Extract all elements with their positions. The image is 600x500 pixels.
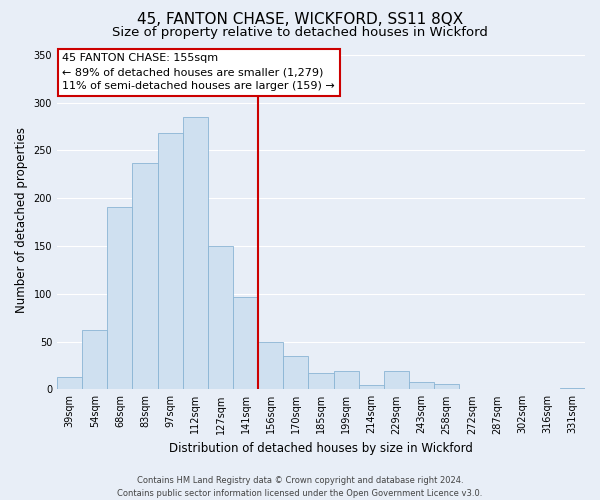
- Bar: [334, 371, 359, 390]
- Bar: [233, 296, 258, 390]
- Text: 45 FANTON CHASE: 155sqm
← 89% of detached houses are smaller (1,279)
11% of semi: 45 FANTON CHASE: 155sqm ← 89% of detache…: [62, 54, 335, 92]
- Bar: [258, 342, 283, 390]
- Bar: [434, 384, 459, 390]
- Bar: [283, 356, 308, 390]
- Text: Contains HM Land Registry data © Crown copyright and database right 2024.
Contai: Contains HM Land Registry data © Crown c…: [118, 476, 482, 498]
- Bar: [560, 388, 585, 390]
- Bar: [57, 377, 82, 390]
- Bar: [133, 163, 158, 390]
- Text: 45, FANTON CHASE, WICKFORD, SS11 8QX: 45, FANTON CHASE, WICKFORD, SS11 8QX: [137, 12, 463, 28]
- Bar: [384, 371, 409, 390]
- Bar: [308, 373, 334, 390]
- Bar: [409, 382, 434, 390]
- Bar: [183, 117, 208, 390]
- Bar: [359, 386, 384, 390]
- X-axis label: Distribution of detached houses by size in Wickford: Distribution of detached houses by size …: [169, 442, 473, 455]
- Bar: [82, 330, 107, 390]
- Y-axis label: Number of detached properties: Number of detached properties: [15, 126, 28, 312]
- Bar: [107, 206, 133, 390]
- Text: Size of property relative to detached houses in Wickford: Size of property relative to detached ho…: [112, 26, 488, 39]
- Bar: [158, 133, 183, 390]
- Bar: [208, 246, 233, 390]
